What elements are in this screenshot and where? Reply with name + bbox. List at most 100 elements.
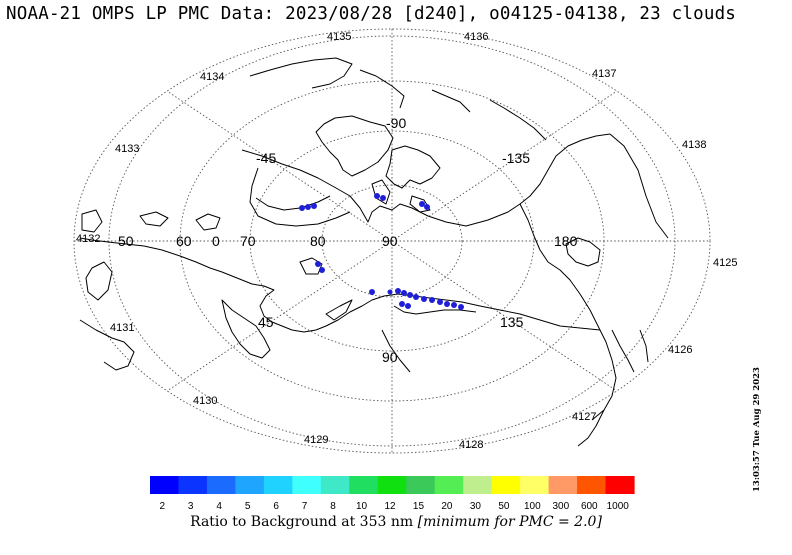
lon-label-m45: -45 bbox=[256, 150, 276, 166]
cloud-point bbox=[437, 299, 443, 305]
cloud-point bbox=[451, 302, 457, 308]
colorbar-tick-label: 12 bbox=[384, 501, 396, 512]
cloud-point bbox=[374, 193, 380, 199]
colorbar-caption: Ratio to Background at 353 nm [minimum f… bbox=[0, 514, 792, 530]
coastline-kamchatka bbox=[577, 409, 605, 447]
colorbar-tick-label: 20 bbox=[441, 501, 453, 512]
colorbar-swatch bbox=[377, 476, 407, 494]
colorbar-tick-label: 3 bbox=[188, 501, 194, 512]
lon-label-0: 0 bbox=[212, 233, 220, 249]
cloud-detections bbox=[299, 193, 464, 310]
colorbar-swatch bbox=[320, 476, 350, 494]
lat-label-60: 60 bbox=[176, 233, 192, 249]
orbit-label: 4137 bbox=[592, 68, 616, 80]
cloud-point bbox=[405, 303, 411, 309]
colorbar-swatch bbox=[206, 476, 237, 494]
coastlines bbox=[79, 57, 669, 447]
cloud-point bbox=[429, 297, 435, 303]
cloud-point bbox=[421, 296, 427, 302]
colorbar-tick-label: 6 bbox=[273, 501, 279, 512]
orbit-label: 4135 bbox=[327, 31, 351, 43]
colorbar-swatch bbox=[349, 476, 379, 494]
caption-italic: [minimum for PMC = 2.0] bbox=[417, 514, 602, 530]
cloud-point bbox=[419, 201, 425, 207]
cloud-point bbox=[401, 290, 407, 296]
coastline-scandinavia bbox=[221, 299, 271, 359]
lon-label-180: 180 bbox=[554, 233, 578, 249]
cloud-point bbox=[380, 195, 386, 201]
colorbar-tick-label: 8 bbox=[330, 501, 336, 512]
colorbar-tick-label: 2 bbox=[159, 501, 165, 512]
orbit-label: 4126 bbox=[668, 344, 692, 356]
latitude-labels: 80 70 60 50 bbox=[118, 233, 326, 249]
lat-label-70: 70 bbox=[240, 233, 256, 249]
colorbar bbox=[150, 476, 635, 494]
orbit-labels: 4125 4126 4127 4128 4129 4130 4131 4132 … bbox=[76, 31, 737, 451]
cloud-point bbox=[444, 301, 450, 307]
cloud-point bbox=[395, 288, 401, 294]
colorbar-tick-label: 15 bbox=[413, 501, 425, 512]
orbit-label: 4132 bbox=[76, 233, 100, 245]
colorbar-swatch bbox=[577, 476, 607, 494]
cloud-point bbox=[399, 301, 405, 307]
colorbar-swatch bbox=[150, 476, 180, 494]
lon-label-m135: -135 bbox=[502, 150, 530, 166]
colorbar-swatch bbox=[548, 476, 578, 494]
coastline-eurasia bbox=[291, 293, 601, 333]
orbit-label: 4136 bbox=[464, 31, 488, 43]
colorbar-swatch bbox=[434, 476, 464, 494]
orbit-label: 4128 bbox=[459, 439, 483, 451]
coastline-north-america bbox=[241, 133, 669, 239]
orbit-label: 4130 bbox=[193, 395, 217, 407]
coastline-greenland bbox=[315, 115, 394, 177]
colorbar-tick-label: 300 bbox=[552, 501, 569, 512]
coastline-alaska bbox=[519, 203, 617, 421]
cloud-point bbox=[311, 203, 317, 209]
orbit-label: 4127 bbox=[572, 411, 596, 423]
orbit-label: 4134 bbox=[200, 71, 224, 83]
coastline-hudson-bay bbox=[255, 195, 331, 211]
lat-ring-50 bbox=[108, 35, 676, 447]
cloud-point bbox=[424, 204, 430, 210]
colorbar-tick-label: 1000 bbox=[607, 501, 630, 512]
lon-label-90-bottom: 90 bbox=[382, 349, 398, 365]
colorbar-swatch bbox=[406, 476, 436, 494]
colorbar-tick-label: 10 bbox=[356, 501, 368, 512]
colorbar-swatch bbox=[178, 476, 208, 494]
colorbar-swatch bbox=[263, 476, 293, 494]
caption-text: Ratio to Background at 353 nm bbox=[190, 514, 414, 530]
colorbar-swatch bbox=[292, 476, 322, 494]
cloud-point bbox=[305, 204, 311, 210]
timestamp: 13:03:57 Tue Aug 29 2023 bbox=[752, 367, 762, 492]
colorbar-ticks: 2 3 4 5 6 7 8 10 12 15 20 30 50 100 300 600 1000 bbox=[159, 501, 629, 512]
lon-label-135: 135 bbox=[500, 314, 524, 330]
coastline-uk bbox=[85, 261, 113, 301]
cloud-point bbox=[315, 261, 321, 267]
colorbar-tick-label: 4 bbox=[216, 501, 222, 512]
cloud-point bbox=[319, 267, 325, 273]
lat-label-50: 50 bbox=[118, 233, 134, 249]
orbit-label: 4125 bbox=[713, 257, 737, 269]
cloud-point bbox=[387, 289, 393, 295]
colorbar-tick-label: 50 bbox=[498, 501, 510, 512]
colorbar-tick-label: 30 bbox=[470, 501, 482, 512]
orbit-label: 4133 bbox=[115, 143, 139, 155]
colorbar-swatch bbox=[463, 476, 493, 494]
orbit-label: 4138 bbox=[682, 139, 706, 151]
colorbar-tick-label: 5 bbox=[245, 501, 251, 512]
lon-label-m90: -90 bbox=[386, 115, 406, 131]
chart-title: NOAA-21 OMPS LP PMC Data: 2023/08/28 [d2… bbox=[6, 4, 737, 24]
colorbar-swatch bbox=[605, 476, 635, 494]
longitude-labels: 0 -90 -45 -135 180 135 45 90 90 bbox=[212, 115, 578, 365]
cloud-point bbox=[458, 304, 464, 310]
lat-label-80: 80 bbox=[310, 233, 326, 249]
colorbar-swatch bbox=[491, 476, 521, 494]
colorbar-tick-label: 600 bbox=[581, 501, 598, 512]
colorbar-tick-label: 100 bbox=[524, 501, 541, 512]
pole-label: 90 bbox=[382, 233, 398, 249]
orbit-label: 4131 bbox=[110, 322, 134, 334]
cloud-point bbox=[407, 292, 413, 298]
colorbar-swatch bbox=[235, 476, 265, 494]
lon-label-45: 45 bbox=[258, 314, 274, 330]
